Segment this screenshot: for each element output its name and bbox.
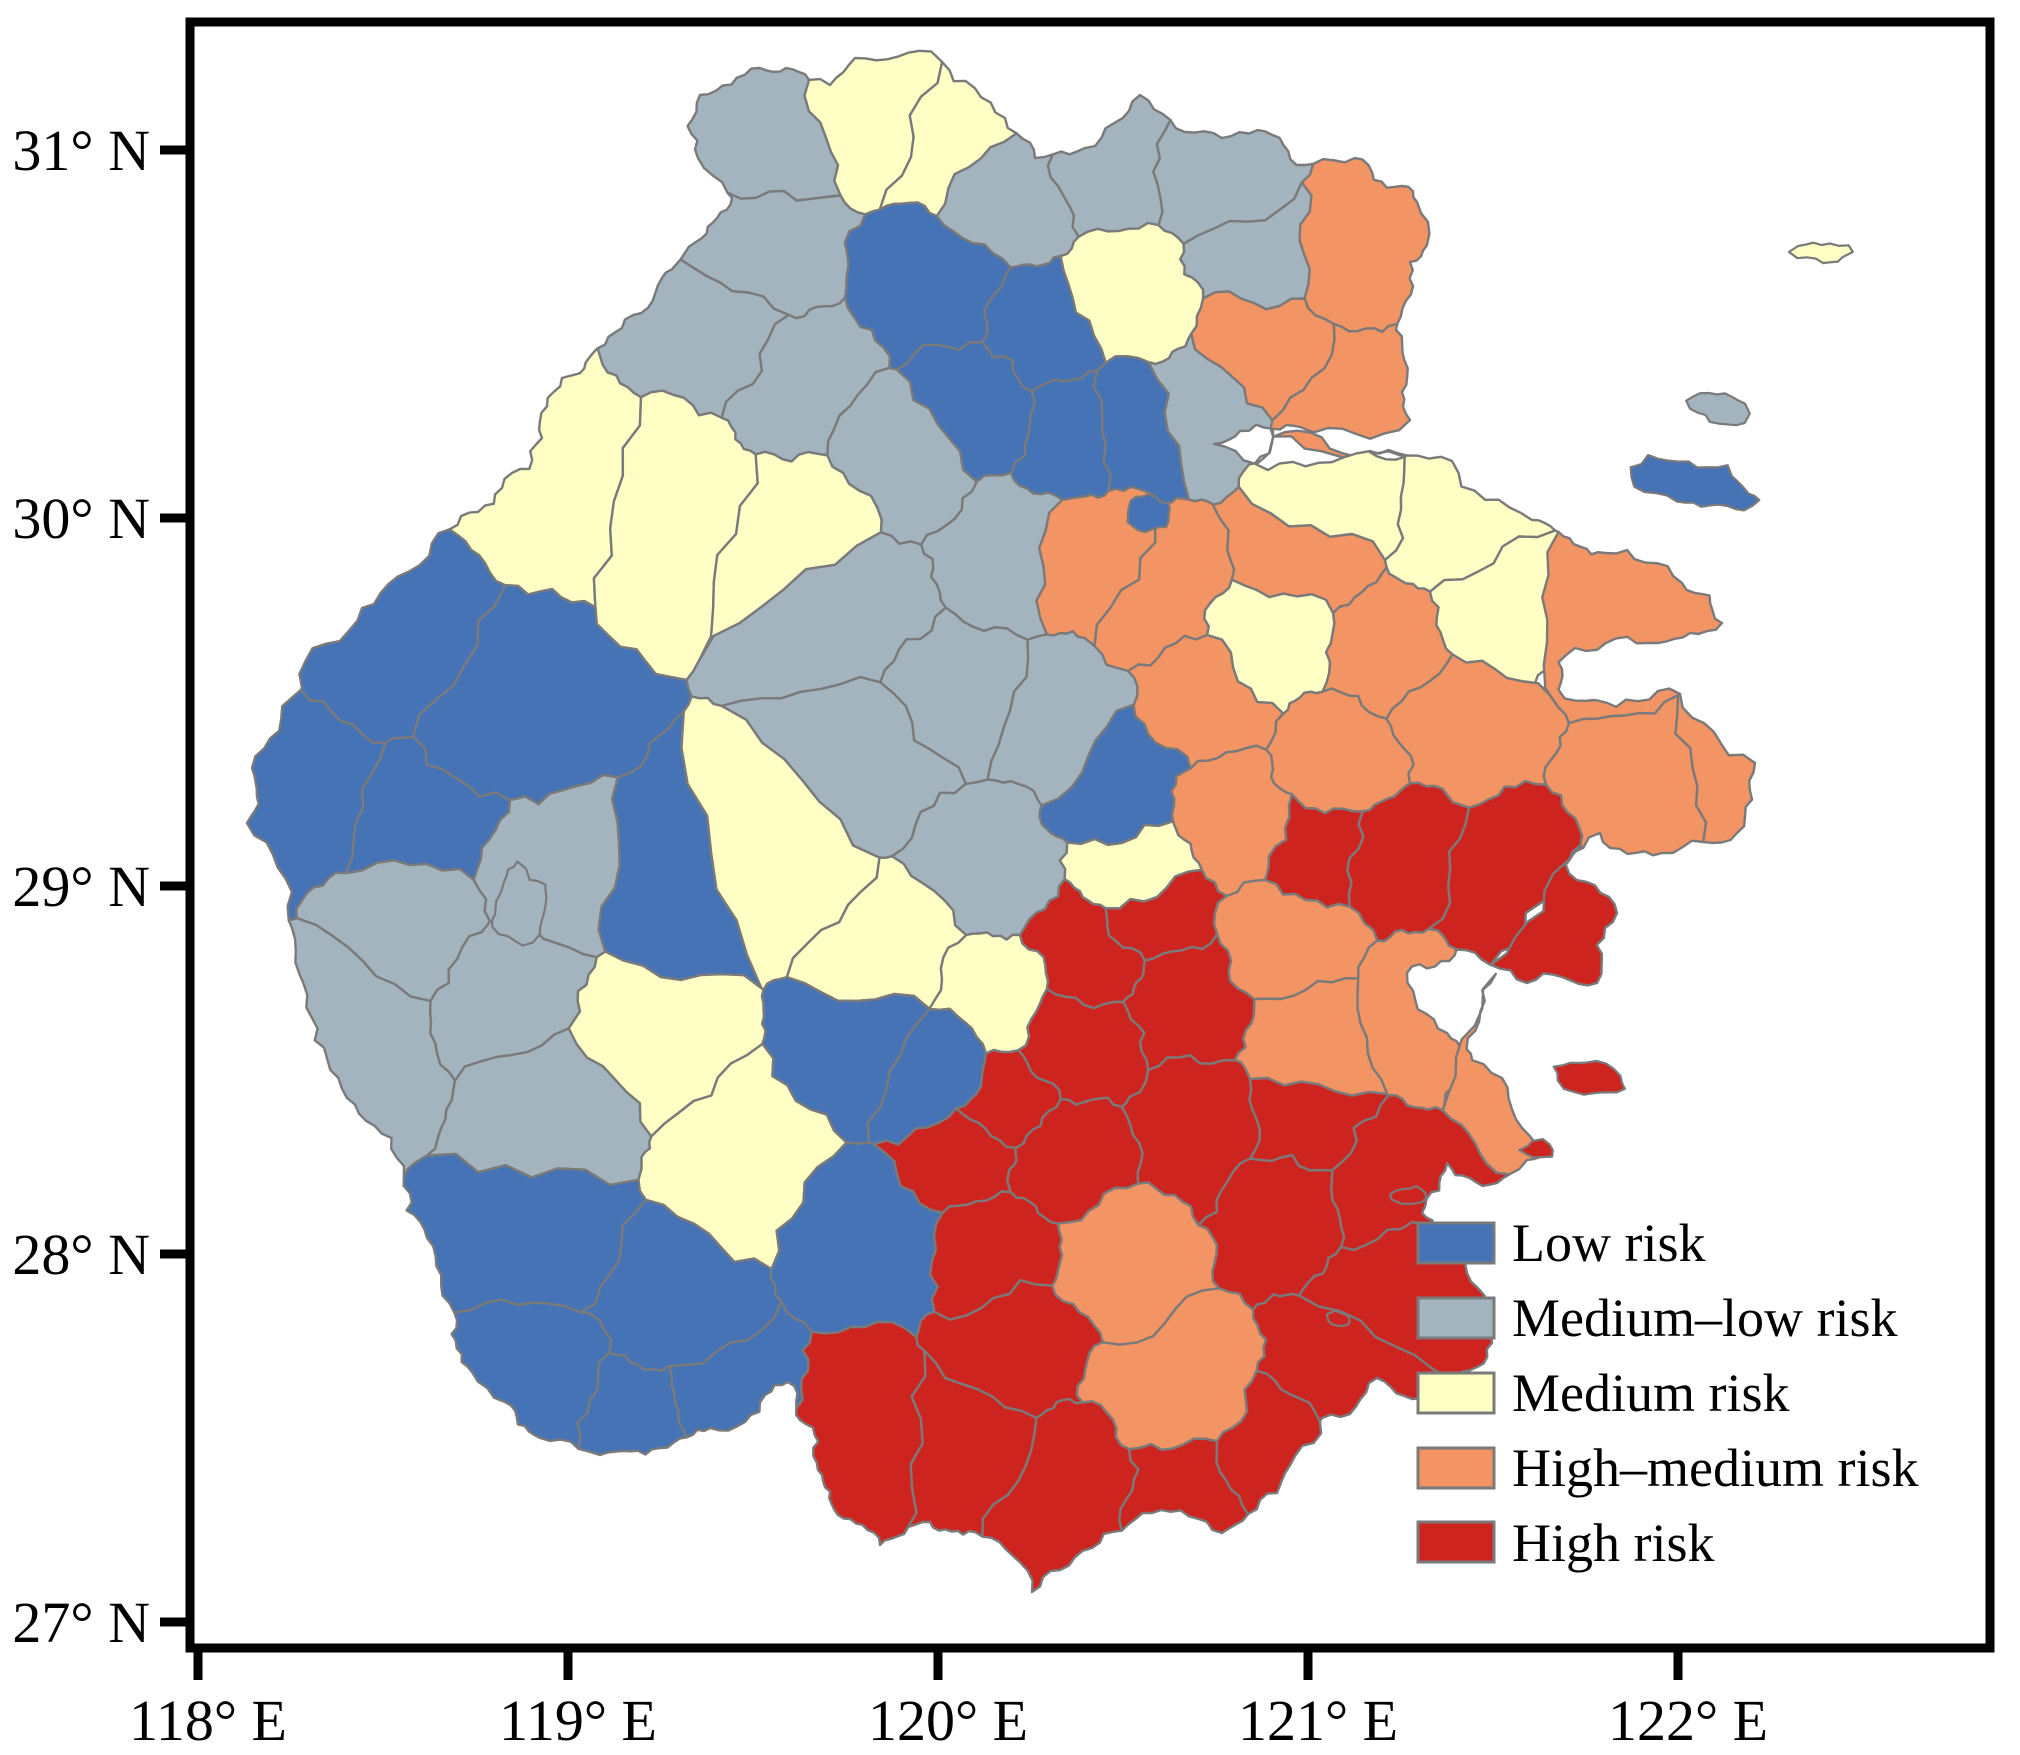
county-region-high [794, 1320, 927, 1547]
x-axis-tick-label: 119° E [499, 1688, 657, 1753]
island-region-medium [1787, 241, 1854, 265]
y-axis-tick-label: 30° N [12, 486, 150, 551]
island-region-low [1629, 453, 1761, 512]
legend-swatch-medium-low-risk [1416, 1296, 1496, 1340]
county-region-high_medium [1674, 692, 1757, 845]
legend-label-high-medium-risk: High–medium risk [1512, 1438, 1918, 1498]
island-region-high [1552, 1059, 1627, 1096]
legend-swatch-medium-risk [1416, 1371, 1496, 1415]
island-region-high [1388, 1185, 1428, 1205]
legend-swatch-high-medium-risk [1416, 1446, 1496, 1490]
y-axis: 31° N 30° N 29° N 28° N 27° N [12, 118, 190, 1655]
map-regions-layer [245, 49, 1854, 1594]
x-axis-tick-label: 122° E [1608, 1688, 1768, 1753]
x-axis-tick-label: 120° E [868, 1688, 1028, 1753]
county-region-high_medium [1298, 156, 1431, 334]
county-region-high [1346, 781, 1471, 943]
enclave-region-low [1126, 493, 1171, 534]
y-axis-tick-label: 29° N [12, 854, 150, 919]
legend-label-medium-low-risk: Medium–low risk [1512, 1288, 1898, 1348]
legend-label-medium-risk: Medium risk [1512, 1363, 1790, 1423]
y-axis-tick-label: 27° N [12, 1590, 150, 1655]
legend-swatch-high-risk [1416, 1520, 1496, 1564]
county-region-high_medium [1093, 496, 1236, 673]
y-axis-tick-label: 31° N [12, 118, 150, 183]
island-region-high [1325, 1309, 1351, 1328]
county-region-low [450, 1298, 612, 1451]
county-region-high_medium [1540, 530, 1724, 725]
legend: Low risk Medium–low risk Medium risk Hig… [1416, 1213, 1918, 1573]
county-region-high [981, 1397, 1140, 1594]
y-axis-tick-label: 28° N [12, 1222, 150, 1287]
island-region-medium_low [1685, 391, 1751, 427]
x-axis: 118° E 119° E 120° E 121° E 122° E [129, 1648, 1768, 1753]
x-axis-tick-label: 118° E [129, 1688, 287, 1753]
map-frame [185, 17, 1995, 1653]
county-region-high [1489, 844, 1619, 987]
legend-label-high-risk: High risk [1512, 1513, 1715, 1573]
enclave-region-medium_low [490, 860, 548, 947]
x-axis-tick-label: 121° E [1238, 1688, 1398, 1753]
county-region-high [1251, 1292, 1453, 1423]
legend-label-low-risk: Low risk [1512, 1213, 1705, 1273]
legend-swatch-low-risk [1416, 1221, 1496, 1265]
county-region-low [843, 201, 1012, 371]
island-region-high [1518, 1137, 1554, 1159]
